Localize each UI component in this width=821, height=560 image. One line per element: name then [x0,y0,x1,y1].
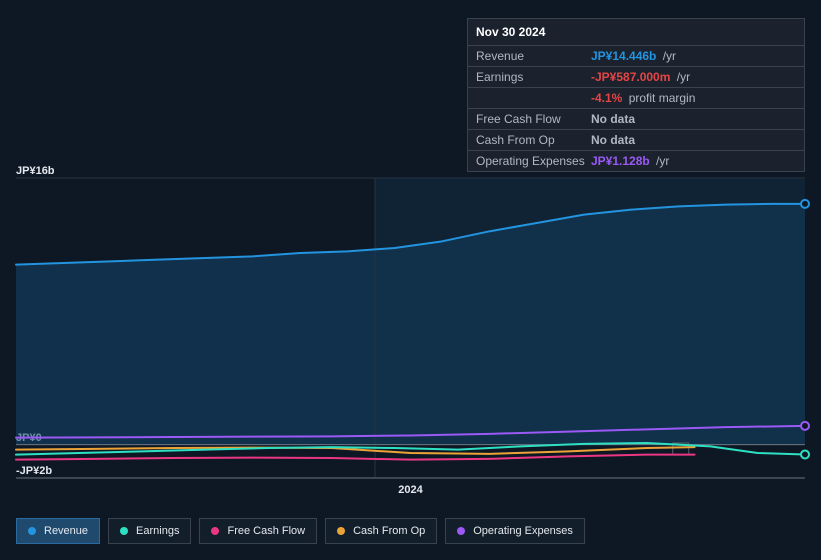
tooltip-value: JP¥14.446b [591,49,656,63]
tooltip-row: Cash From OpNo data [468,130,804,151]
tooltip-label: Earnings [476,70,591,84]
tooltip-value: -JP¥587.000m [591,70,670,84]
tooltip-label: Revenue [476,49,591,63]
tooltip-label: Cash From Op [476,133,591,147]
tooltip-value-wrap: JP¥14.446b /yr [591,49,796,63]
tooltip-suffix: /yr [673,70,690,84]
tooltip-date: Nov 30 2024 [468,19,804,46]
tooltip-suffix: profit margin [625,91,695,105]
legend-dot-icon [457,527,465,535]
tooltip-label: Operating Expenses [476,154,591,168]
tooltip-value-wrap: No data [591,112,796,126]
tooltip-value-wrap: JP¥1.128b /yr [591,154,796,168]
chart-tooltip: Nov 30 2024 RevenueJP¥14.446b /yrEarning… [467,18,805,172]
legend-item-opExpenses[interactable]: Operating Expenses [445,518,585,544]
tooltip-value: No data [591,133,635,147]
chart-legend: Revenue Earnings Free Cash Flow Cash From O… [16,518,585,544]
chart-svg [16,178,805,478]
y-tick-label: JP¥16b [16,165,55,177]
tooltip-value-wrap: No data [591,133,796,147]
x-tick-label: 2024 [398,484,422,496]
tooltip-suffix: /yr [659,49,676,63]
legend-label: Cash From Op [353,525,425,537]
tooltip-rows: RevenueJP¥14.446b /yrEarnings-JP¥587.000… [468,46,804,171]
legend-dot-icon [120,527,128,535]
tooltip-row: Earnings-JP¥587.000m /yr [468,67,804,88]
legend-label: Operating Expenses [473,525,573,537]
financials-chart [16,178,805,478]
tooltip-label-empty [476,91,591,105]
legend-label: Free Cash Flow [227,525,305,537]
legend-dot-icon [211,527,219,535]
tooltip-row: -4.1% profit margin [468,88,804,109]
legend-label: Revenue [44,525,88,537]
tooltip-value: No data [591,112,635,126]
legend-dot-icon [28,527,36,535]
legend-item-earnings[interactable]: Earnings [108,518,191,544]
tooltip-suffix: /yr [653,154,670,168]
legend-item-cashFromOp[interactable]: Cash From Op [325,518,437,544]
legend-dot-icon [337,527,345,535]
legend-item-freeCashFlow[interactable]: Free Cash Flow [199,518,317,544]
tooltip-value: JP¥1.128b [591,154,650,168]
tooltip-label: Free Cash Flow [476,112,591,126]
tooltip-row: Free Cash FlowNo data [468,109,804,130]
tooltip-value: -4.1% [591,91,622,105]
tooltip-row: RevenueJP¥14.446b /yr [468,46,804,67]
legend-label: Earnings [136,525,179,537]
legend-item-revenue[interactable]: Revenue [16,518,100,544]
tooltip-value-wrap: -4.1% profit margin [591,91,796,105]
tooltip-value-wrap: -JP¥587.000m /yr [591,70,796,84]
tooltip-row: Operating ExpensesJP¥1.128b /yr [468,151,804,171]
